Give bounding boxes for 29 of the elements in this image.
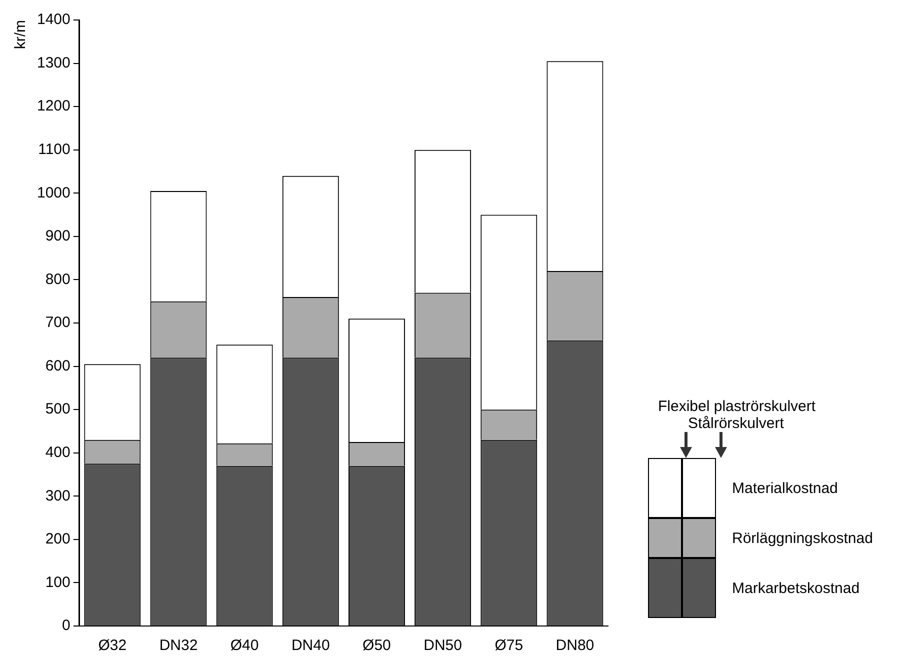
x-tick-label: Ø32 (98, 637, 127, 654)
y-tick-label: 1100 (38, 141, 70, 158)
text: Markarbetskostnad (732, 580, 860, 596)
text: Materialkostnad (732, 480, 838, 496)
y-tick-label: 1400 (36, 11, 70, 28)
x-tick-label: DN32 (159, 637, 198, 654)
y-tick-label: 100 (45, 574, 70, 591)
y-tick-label: 200 (45, 530, 70, 548)
text: Flexibel plaströrskulvert (658, 398, 817, 415)
y-tick-label: 800 (45, 270, 70, 288)
y-tick-label: 1200 (36, 98, 70, 115)
y-tick-label: 600 (45, 357, 70, 374)
x-tick-label: DN40 (291, 637, 330, 654)
y-tick-label: 400 (45, 444, 70, 461)
text: Rörläggningskostnad (732, 530, 873, 546)
x-tick-label: Ø40 (230, 637, 259, 654)
text: Stålrörskulvert (688, 415, 785, 432)
y-tick-label: 500 (45, 400, 70, 418)
y-tick-label: 1300 (36, 54, 70, 72)
y-tick-label: 300 (45, 487, 70, 504)
y-tick-label: 900 (45, 228, 70, 245)
x-tick-label: Ø50 (362, 637, 391, 654)
y-tick-label: 1000 (36, 184, 70, 202)
y-axis-title: kr/m (12, 20, 30, 50)
x-tick-label: Ø75 (494, 637, 524, 654)
x-tick-label: DN80 (556, 637, 594, 654)
y-tick-label: 0 (62, 617, 70, 634)
y-tick-label: 700 (45, 314, 70, 332)
x-tick-label: DN50 (424, 637, 462, 654)
